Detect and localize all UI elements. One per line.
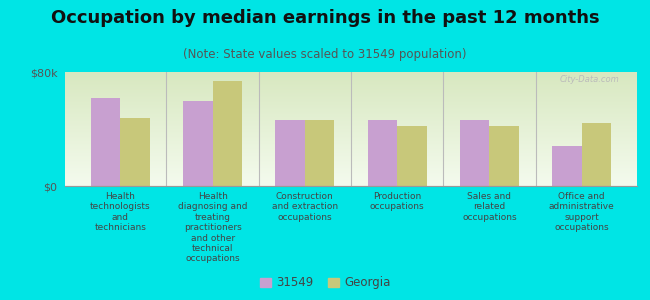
- Text: (Note: State values scaled to 31549 population): (Note: State values scaled to 31549 popu…: [183, 48, 467, 61]
- Text: Sales and
related
occupations: Sales and related occupations: [462, 192, 517, 222]
- Bar: [305, 120, 334, 186]
- Bar: [213, 80, 242, 186]
- Legend: 31549, Georgia: 31549, Georgia: [255, 272, 395, 294]
- Bar: [276, 120, 305, 186]
- Text: Occupation by median earnings in the past 12 months: Occupation by median earnings in the pas…: [51, 9, 599, 27]
- Bar: [91, 98, 120, 186]
- Bar: [460, 120, 489, 186]
- Bar: [120, 118, 150, 186]
- Bar: [489, 126, 519, 186]
- Text: City-Data.com: City-Data.com: [560, 75, 620, 84]
- Text: Health
diagnosing and
treating
practitioners
and other
technical
occupations: Health diagnosing and treating practitio…: [178, 192, 248, 263]
- Bar: [397, 126, 426, 186]
- Text: Production
occupations: Production occupations: [370, 192, 424, 212]
- Bar: [582, 123, 611, 186]
- Bar: [368, 120, 397, 186]
- Text: Health
technologists
and
technicians: Health technologists and technicians: [90, 192, 151, 232]
- Bar: [183, 100, 213, 186]
- Text: Office and
administrative
support
occupations: Office and administrative support occupa…: [549, 192, 614, 232]
- Text: Construction
and extraction
occupations: Construction and extraction occupations: [272, 192, 338, 222]
- Bar: [552, 146, 582, 186]
